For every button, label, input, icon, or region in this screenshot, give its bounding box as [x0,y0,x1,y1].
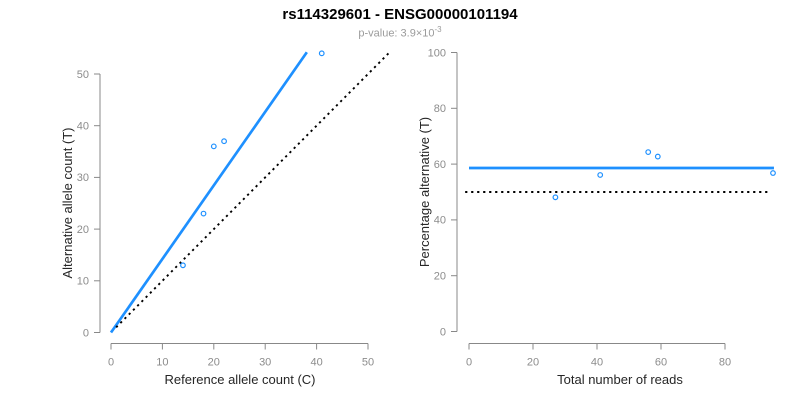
data-point [654,153,661,160]
figure-subtitle: p-value: 3.9×10-3 [0,25,800,40]
left-y-axis-title: Alternative allele count (T) [60,127,75,278]
data-point [221,138,227,145]
data-point [552,194,559,201]
x-tick-label: 20 [527,357,539,369]
y-tick-label: 20 [434,271,446,283]
pvalue-text: p-value: 3.9×10 [358,27,435,40]
y-tick-label: 60 [434,159,446,171]
pvalue-exponent: -3 [434,25,442,34]
y-tick-label: 80 [434,103,446,115]
y-tick-label: 40 [434,215,446,227]
x-tick-label: 10 [156,357,168,369]
data-point [180,262,186,269]
x-tick-label: 80 [719,357,731,369]
y-tick-label: 10 [77,276,89,288]
x-tick-label: 40 [310,357,322,369]
y-tick-label: 0 [83,327,89,339]
figure-title: rs114329601 - ENSG00000101194 [282,6,518,23]
x-tick-label: 0 [108,357,114,369]
x-tick-label: 60 [655,357,667,369]
data-point [318,50,325,57]
x-tick-label: 50 [362,357,374,369]
y-tick-label: 40 [77,121,89,133]
y-tick-label: 20 [77,224,89,236]
left-x-axis-title: Reference allele count (C) [164,372,315,387]
data-point [770,170,776,176]
right-scatter-percentage-reads: Total number of reads Percentage alterna… [417,47,776,387]
x-tick-label: 20 [208,357,220,369]
y-tick-label: 100 [428,47,446,59]
identity-line [115,52,390,328]
regression-line [109,51,308,334]
x-tick-label: 30 [259,357,271,369]
x-tick-label: 0 [466,357,472,369]
y-tick-label: 30 [77,172,89,184]
data-point [200,210,207,217]
y-tick-label: 0 [440,326,446,338]
data-point [597,172,604,178]
data-point [210,143,217,150]
left-scatter-allele-counts: Reference allele count (C) Alternative a… [60,50,390,387]
data-point [645,149,652,156]
x-tick-label: 40 [591,357,603,369]
right-x-axis-title: Total number of reads [557,372,683,387]
y-tick-label: 50 [77,69,89,81]
right-y-axis-title: Percentage alternative (T) [417,117,432,267]
